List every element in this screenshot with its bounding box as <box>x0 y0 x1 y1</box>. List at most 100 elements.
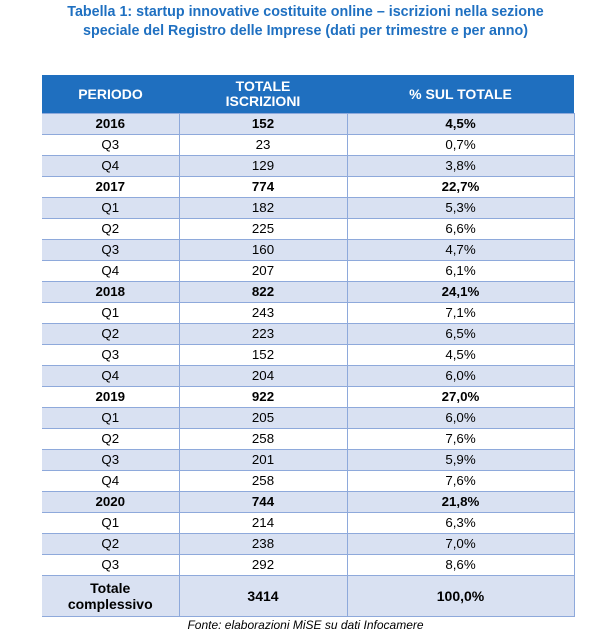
quarter-row: Q1 182 5,3% <box>42 197 575 219</box>
percentuale-cell: 6,5% <box>346 323 575 345</box>
total-label-line-2: complessivo <box>67 596 153 612</box>
periodo-cell: Q1 <box>42 512 179 534</box>
quarter-row: Q1 205 6,0% <box>42 407 575 429</box>
total-label-line-1: Totale <box>90 580 131 596</box>
totale-cell: 160 <box>178 239 347 261</box>
percentuale-cell: 4,5% <box>346 113 575 135</box>
totale-cell: 23 <box>178 134 347 156</box>
year-row: 2016 152 4,5% <box>42 113 575 135</box>
periodo-cell: Q3 <box>42 449 179 471</box>
totale-cell: 207 <box>178 260 347 282</box>
total-totale-cell: 3414 <box>178 575 347 617</box>
periodo-cell: Q2 <box>42 218 179 240</box>
year-row: 2019 922 27,0% <box>42 386 575 408</box>
periodo-cell: 2020 <box>42 491 179 513</box>
registrations-table: PERIODO TOTALE ISCRIZIONI % SUL TOTALE 2… <box>42 75 575 617</box>
percentuale-cell: 8,6% <box>346 554 575 576</box>
quarter-row: Q3 160 4,7% <box>42 239 575 261</box>
periodo-cell: 2019 <box>42 386 179 408</box>
quarter-row: Q2 238 7,0% <box>42 533 575 555</box>
totale-cell: 204 <box>178 365 347 387</box>
table-title: Tabella 1: startup innovative costituite… <box>0 3 611 41</box>
percentuale-cell: 6,3% <box>346 512 575 534</box>
percentuale-cell: 6,0% <box>346 365 575 387</box>
periodo-cell: Q4 <box>42 365 179 387</box>
header-totale-line-1: TOTALE <box>235 78 291 94</box>
totale-cell: 243 <box>178 302 347 324</box>
header-percentuale: % SUL TOTALE <box>347 75 574 114</box>
percentuale-cell: 6,6% <box>346 218 575 240</box>
year-row: 2020 744 21,8% <box>42 491 575 513</box>
quarter-row: Q4 129 3,8% <box>42 155 575 177</box>
table-title-line-2: speciale del Registro delle Imprese (dat… <box>83 23 528 39</box>
total-percentuale-cell: 100,0% <box>346 575 575 617</box>
year-row: 2017 774 22,7% <box>42 176 575 198</box>
periodo-cell: Q4 <box>42 260 179 282</box>
quarter-row: Q1 214 6,3% <box>42 512 575 534</box>
percentuale-cell: 6,0% <box>346 407 575 429</box>
totale-cell: 922 <box>178 386 347 408</box>
percentuale-cell: 22,7% <box>346 176 575 198</box>
totale-cell: 292 <box>178 554 347 576</box>
percentuale-cell: 7,0% <box>346 533 575 555</box>
percentuale-cell: 4,5% <box>346 344 575 366</box>
percentuale-cell: 7,6% <box>346 428 575 450</box>
header-row: PERIODO TOTALE ISCRIZIONI % SUL TOTALE <box>42 75 574 114</box>
totale-cell: 205 <box>178 407 347 429</box>
percentuale-cell: 21,8% <box>346 491 575 513</box>
periodo-cell: Q3 <box>42 554 179 576</box>
percentuale-cell: 7,1% <box>346 302 575 324</box>
percentuale-cell: 3,8% <box>346 155 575 177</box>
totale-cell: 774 <box>178 176 347 198</box>
quarter-row: Q3 201 5,9% <box>42 449 575 471</box>
periodo-cell: Q2 <box>42 533 179 555</box>
periodo-cell: Q2 <box>42 323 179 345</box>
periodo-cell: Q3 <box>42 344 179 366</box>
quarter-row: Q4 207 6,1% <box>42 260 575 282</box>
totale-cell: 225 <box>178 218 347 240</box>
quarter-row: Q1 243 7,1% <box>42 302 575 324</box>
quarter-row: Q2 225 6,6% <box>42 218 575 240</box>
periodo-cell: 2016 <box>42 113 179 135</box>
totale-cell: 152 <box>178 113 347 135</box>
periodo-cell: Q3 <box>42 239 179 261</box>
periodo-cell: Q1 <box>42 197 179 219</box>
percentuale-cell: 6,1% <box>346 260 575 282</box>
source-note: Fonte: elaborazioni MiSE su dati Infocam… <box>187 618 424 632</box>
quarter-row: Q3 152 4,5% <box>42 344 575 366</box>
totale-cell: 744 <box>178 491 347 513</box>
totale-cell: 238 <box>178 533 347 555</box>
periodo-cell: Q3 <box>42 134 179 156</box>
periodo-cell: Q1 <box>42 302 179 324</box>
periodo-cell: 2018 <box>42 281 179 303</box>
totale-cell: 214 <box>178 512 347 534</box>
quarter-row: Q3 23 0,7% <box>42 134 575 156</box>
year-row: 2018 822 24,1% <box>42 281 575 303</box>
table-footer: Totale complessivo 3414 100,0% <box>42 575 575 617</box>
percentuale-cell: 0,7% <box>346 134 575 156</box>
periodo-cell: Q4 <box>42 155 179 177</box>
totale-cell: 201 <box>178 449 347 471</box>
totale-cell: 258 <box>178 428 347 450</box>
header-totale-iscrizioni: TOTALE ISCRIZIONI <box>179 75 347 114</box>
totale-cell: 129 <box>178 155 347 177</box>
percentuale-cell: 24,1% <box>346 281 575 303</box>
percentuale-cell: 4,7% <box>346 239 575 261</box>
totale-cell: 182 <box>178 197 347 219</box>
quarter-row: Q2 223 6,5% <box>42 323 575 345</box>
total-row: Totale complessivo 3414 100,0% <box>42 575 575 617</box>
totale-cell: 822 <box>178 281 347 303</box>
totale-cell: 223 <box>178 323 347 345</box>
percentuale-cell: 7,6% <box>346 470 575 492</box>
table-title-line-1: Tabella 1: startup innovative costituite… <box>67 4 544 20</box>
header-totale-line-2: ISCRIZIONI <box>225 93 301 109</box>
header-periodo: PERIODO <box>42 75 179 114</box>
totale-cell: 258 <box>178 470 347 492</box>
periodo-cell: 2017 <box>42 176 179 198</box>
periodo-cell: Q2 <box>42 428 179 450</box>
table-header: PERIODO TOTALE ISCRIZIONI % SUL TOTALE <box>42 75 574 114</box>
totale-cell: 152 <box>178 344 347 366</box>
percentuale-cell: 27,0% <box>346 386 575 408</box>
quarter-row: Q3 292 8,6% <box>42 554 575 576</box>
periodo-cell: Q1 <box>42 407 179 429</box>
